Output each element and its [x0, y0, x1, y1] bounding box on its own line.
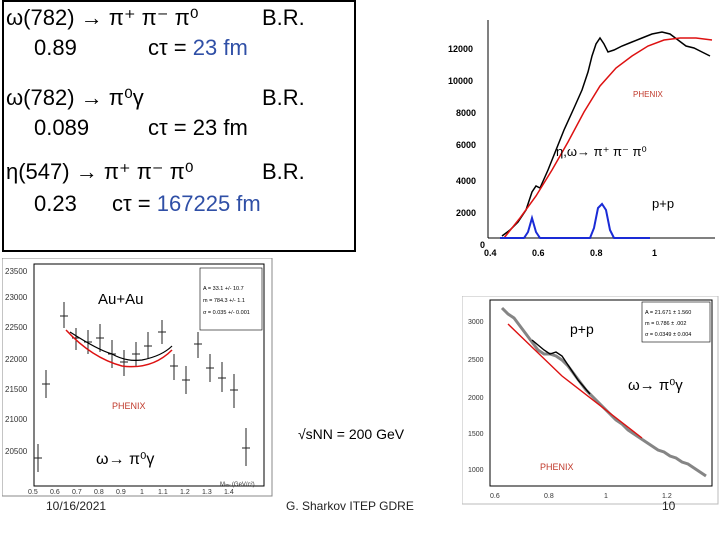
decay-2-ctau-prefix: cτ = [148, 115, 193, 140]
top-right-channel-label: η,ω→ π⁺ π⁻ π⁰ [556, 144, 647, 159]
footer-author: G. Sharkov ITEP GDRE [286, 499, 414, 513]
bottom-right-background-line [507, 323, 643, 439]
bottom-right-channel-label: ω→ π⁰γ [628, 377, 683, 394]
decay-1-ctau-value: 23 fm [192, 35, 248, 60]
bottom-left-yaxis: 23500 23000 22500 22000 21500 21000 2050… [5, 267, 28, 456]
top-right-ytick: 4000 [456, 176, 476, 186]
top-right-ytick: 0 [480, 240, 485, 250]
bottom-right-ytick: 3000 [468, 319, 484, 326]
bottom-left-xtick: 0.8 [94, 489, 104, 496]
bottom-left-system-label: Au+Au [98, 291, 143, 308]
collision-energy-label: √sNN = 200 GeV [298, 426, 405, 442]
top-right-data-curve [501, 31, 711, 237]
decay-3-ctau-prefix: cτ = [112, 191, 157, 216]
bottom-left-xtick: 0.6 [50, 489, 60, 496]
top-right-ytick: 10000 [448, 76, 473, 86]
bottom-right-ytick: 1500 [468, 431, 484, 438]
decay-3-br-value: 0.23 [34, 191, 77, 216]
decay-2-reaction: ω(782) → π⁰γ [6, 85, 144, 110]
bottom-left-fit-line: m = 784.3 +/- 1.1 [203, 298, 245, 304]
decay-1-ctau-prefix: cτ = [148, 35, 193, 60]
bottom-left-channel-label: ω→ π⁰γ [96, 451, 154, 468]
top-right-xtick: 0.6 [532, 248, 545, 258]
top-right-fit-curve [503, 37, 713, 239]
bottom-left-xtick: 1.1 [158, 489, 168, 496]
decay-3-reaction: η(547) → π⁺ π⁻ π⁰ [6, 159, 194, 184]
bottom-left-fit-line: σ = 0.035 +/- 0.001 [203, 310, 250, 316]
bottom-right-yaxis: 3000 2500 2000 1500 1000 [468, 319, 484, 474]
top-right-signal-curve [500, 202, 650, 239]
decay-3-br-label: B.R. [262, 159, 305, 184]
bottom-right-ytick: 2500 [468, 357, 484, 364]
bottom-left-ytick: 22500 [5, 323, 28, 332]
top-right-system-label: p+p [652, 196, 674, 211]
auau-omega-pi0gamma-plot: 23500 23000 22500 22000 21500 21000 2050… [2, 258, 273, 497]
bottom-left-ytick: 23500 [5, 267, 28, 276]
top-right-xtick: 0.8 [590, 248, 603, 258]
bottom-right-xaxis: 0.6 0.8 1 1.2 [490, 493, 672, 500]
top-right-xtick: 0.4 [484, 248, 497, 258]
bottom-right-xtick: 1.2 [662, 493, 672, 500]
bottom-left-xtick: 1.3 [202, 489, 212, 496]
footer-date: 10/16/2021 [46, 499, 107, 513]
bottom-left-ytick: 21500 [5, 385, 28, 394]
bottom-right-ytick: 1000 [468, 467, 484, 474]
bottom-left-xtick: 1 [140, 489, 144, 496]
bottom-left-xtick: 0.9 [116, 489, 126, 496]
bottom-left-ytick: 20500 [5, 447, 28, 456]
decay-1-br-value: 0.89 [34, 35, 77, 60]
bottom-right-fit-curve [531, 339, 591, 395]
decay-1-br-label: B.R. [262, 5, 305, 30]
top-right-xaxis: 0.4 0.6 0.8 1 [484, 248, 657, 258]
bottom-left-fit-curve [69, 331, 173, 361]
bottom-left-xtitle: Mᵢₙᵥ (GeV/c²) [220, 482, 255, 488]
decay-1-reaction: ω(782) → π⁺ π⁻ π⁰ [6, 5, 199, 30]
bottom-right-xtick: 0.8 [544, 493, 554, 500]
bottom-left-ytick: 23000 [5, 293, 28, 302]
bottom-right-xtick: 1 [604, 493, 608, 500]
footer-page-number: 10 [662, 499, 676, 513]
decay-3-ctau-value: 167225 fm [156, 191, 261, 216]
bottom-right-fit-line: m = 0.786 ± .002 [645, 321, 686, 327]
top-right-yaxis: 12000 10000 8000 6000 4000 2000 0 [448, 44, 485, 250]
bottom-left-fit-line: A = 33.1 +/- 10.7 [203, 286, 244, 292]
bottom-right-ytick: 2000 [468, 395, 484, 402]
decay-1-ctau: cτ = 23 fm [148, 36, 248, 60]
bottom-left-xtick: 0.7 [72, 489, 82, 496]
top-right-ytick: 12000 [448, 44, 473, 54]
top-right-phenix-label: PHENIX [633, 90, 663, 99]
top-right-ytick: 2000 [456, 208, 476, 218]
bottom-left-xtick: 1.2 [180, 489, 190, 496]
bottom-left-phenix-label: PHENIX [112, 401, 146, 411]
decay-info-box [2, 0, 356, 252]
bottom-left-xtick: 1.4 [224, 489, 234, 496]
bottom-right-xtick: 0.6 [490, 493, 500, 500]
decay-2-ctau-value: 23 fm [192, 115, 248, 140]
pp-omega-pi0gamma-plot: 3000 2500 2000 1500 1000 0.6 0.8 1 1.2 A… [462, 296, 719, 505]
bottom-left-ytick: 21000 [5, 415, 28, 424]
eta-omega-pp-plot: 12000 10000 8000 6000 4000 2000 0 0.4 0.… [448, 20, 715, 258]
bottom-left-background-curve [65, 329, 173, 368]
decay-2-br-value: 0.089 [34, 115, 90, 140]
top-right-ytick: 6000 [456, 140, 476, 150]
decay-2-ctau: cτ = 23 fm [148, 116, 248, 140]
bottom-right-fit-line: A = 21.671 ± 1.560 [645, 310, 691, 316]
bottom-right-phenix-label: PHENIX [540, 462, 574, 472]
top-right-ytick: 8000 [456, 108, 476, 118]
decay-3-ctau: cτ = 167225 fm [112, 192, 261, 216]
decay-2-br-label: B.R. [262, 85, 305, 110]
bottom-left-xaxis: 0.5 0.6 0.7 0.8 0.9 1 1.1 1.2 1.3 1.4 Mᵢ… [28, 482, 255, 496]
bottom-right-system-label: p+p [570, 321, 594, 337]
bottom-right-fit-line: σ = 0.0349 ± 0.004 [645, 332, 691, 338]
bottom-left-xtick: 0.5 [28, 489, 38, 496]
bottom-left-ytick: 22000 [5, 355, 28, 364]
top-right-xtick: 1 [652, 248, 657, 258]
